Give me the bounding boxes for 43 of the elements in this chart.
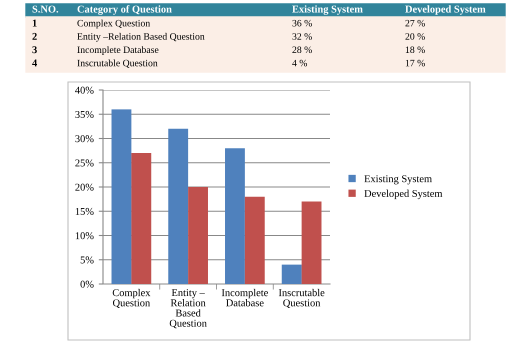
text: S.NO. [32,6,58,13]
bar [244,196,265,284]
y-tick-label: 0% [80,280,94,288]
text: 32 % [292,33,312,40]
y-tick-label: 15% [76,208,94,215]
text: 4 [32,60,38,66]
text: 28 % [292,46,312,54]
text: Complex Question [77,20,150,28]
legend-label: Existing System [364,175,432,184]
bar [188,187,208,284]
y-tick-label: 20% [75,184,94,191]
text: Inscrutable Question [77,59,158,68]
text: Incomplete Database [77,46,158,56]
y-tick-label: 35% [75,110,94,118]
text: 27 % [405,20,425,26]
text: 2 [32,32,37,40]
y-tick-label: 10% [76,232,94,240]
text: 17 % [406,60,425,66]
legend-label: Developed System [364,190,442,200]
x-tick-label: Incomplete Database [222,288,268,306]
y-tick-label: 30% [75,135,94,142]
text: 1 [32,20,37,27]
bar [302,202,322,284]
x-tick-label: Complex Question [112,288,150,308]
text: 36 % [292,20,312,26]
text: Category of Question [78,5,172,15]
y-tick-label: 25% [75,159,94,166]
bar [282,264,302,284]
bar [131,153,152,284]
text: 4 % [292,60,308,66]
bar [225,148,245,284]
x-tick-label: Entity – Relation Based Question [170,289,207,328]
x-tick-label: Inscrutable Question [278,288,324,308]
text: 3 [32,46,37,54]
text: 18 % [406,46,425,54]
text: 20 % [405,33,425,40]
y-tick-label: 40% [75,86,94,94]
text: Developed System [405,5,486,15]
bar [168,128,188,284]
y-tick-label: 5% [80,256,94,264]
bar [112,109,132,284]
text: Entity –Relation Based Question [77,32,205,42]
text: Existing System [292,5,363,15]
